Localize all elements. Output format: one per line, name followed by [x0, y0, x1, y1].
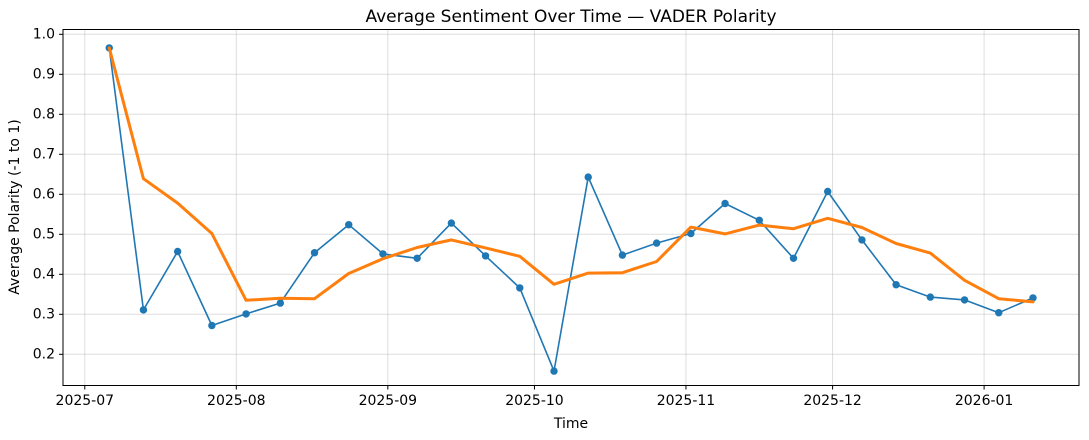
- weekly-average-marker: [208, 321, 216, 330]
- weekly-average-marker: [721, 199, 729, 208]
- y-tick-label: 0.9: [33, 66, 55, 82]
- x-tick-label: 2025-09: [359, 393, 418, 409]
- x-tick-label: 2025-08: [207, 393, 266, 409]
- y-tick-label: 1.0: [33, 26, 55, 42]
- weekly-average-marker: [345, 221, 353, 229]
- chart-title: Average Sentiment Over Time — VADER Pola…: [365, 7, 777, 27]
- y-tick-label: 0.4: [33, 266, 55, 282]
- rolling-mean-line: [107, 46, 1035, 304]
- weekly-average-marker: [447, 219, 456, 227]
- x-axis-label: Time: [553, 416, 589, 432]
- weekly-average-marker: [858, 236, 866, 244]
- weekly-average-marker: [550, 367, 558, 375]
- weekly-average-marker: [584, 173, 592, 181]
- y-tick-label: 0.3: [33, 306, 55, 322]
- weekly-average-marker: [824, 187, 832, 196]
- y-tick-label: 0.7: [33, 146, 55, 162]
- x-tick-label: 2025-11: [657, 393, 716, 409]
- x-tick-label: 2025-10: [505, 393, 564, 409]
- weekly-average-marker: [789, 254, 798, 262]
- x-tick-label: 2026-01: [955, 393, 1014, 409]
- weekly-average-marker: [481, 252, 490, 260]
- weekly-average-marker: [1029, 294, 1037, 302]
- weekly-average-marker: [413, 254, 421, 262]
- weekly-average-line: [108, 47, 1034, 372]
- weekly-average-marker: [173, 247, 182, 256]
- weekly-average-marker: [516, 284, 524, 292]
- axes-spines: [62, 29, 1080, 386]
- weekly-average-marker: [892, 281, 900, 289]
- weekly-average-marker: [310, 249, 319, 257]
- weekly-average-marker: [618, 251, 627, 259]
- weekly-average-marker: [960, 296, 969, 304]
- x-tick-label: 2025-07: [56, 393, 115, 409]
- weekly-average-marker: [276, 299, 284, 307]
- weekly-average-marker: [755, 216, 763, 224]
- weekly-average-marker: [995, 309, 1003, 317]
- weekly-average-marker: [139, 306, 148, 314]
- weekly-average-marker: [379, 250, 387, 258]
- y-tick-label: 0.5: [33, 226, 55, 242]
- y-tick-label: 0.8: [33, 106, 55, 122]
- weekly-average-marker: [242, 310, 250, 318]
- y-tick-label: 0.6: [33, 186, 55, 202]
- y-tick-label: 0.2: [33, 346, 55, 362]
- weekly-average-marker: [926, 293, 935, 301]
- x-tick-label: 2025-12: [803, 393, 862, 409]
- weekly-average-marker: [687, 229, 695, 238]
- y-axis-label: Average Polarity (-1 to 1): [7, 119, 23, 295]
- weekly-average-marker: [652, 239, 661, 247]
